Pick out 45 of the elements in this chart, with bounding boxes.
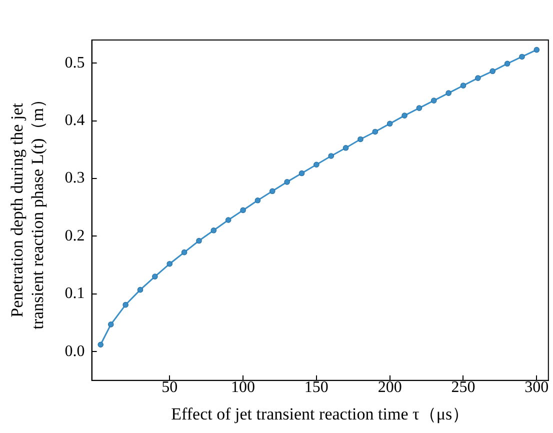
point xyxy=(225,217,232,223)
point xyxy=(196,238,202,244)
point xyxy=(137,286,144,293)
x-tick-label: 50 xyxy=(162,379,178,396)
point xyxy=(166,260,173,267)
point xyxy=(254,197,261,204)
x-tick-label: 250 xyxy=(451,379,476,396)
point xyxy=(402,112,408,118)
point xyxy=(98,342,104,348)
point xyxy=(490,68,496,74)
point xyxy=(446,90,452,96)
y-tick-label: 0.1 xyxy=(64,285,85,302)
x-tick-label: 100 xyxy=(231,379,256,396)
x-axis-title: Effect of jet transient reaction time τ（μs） xyxy=(171,404,470,424)
point xyxy=(430,98,437,104)
point xyxy=(504,60,510,67)
y-tick-label: 0.4 xyxy=(64,112,85,129)
point xyxy=(475,75,481,81)
point xyxy=(416,105,422,111)
point xyxy=(181,249,188,256)
point xyxy=(298,170,305,176)
point xyxy=(358,136,364,142)
point xyxy=(108,322,114,328)
point xyxy=(269,188,276,194)
y-axis-title: Penetration depth during the jet transient reaction phase L(t)（m） xyxy=(8,91,48,330)
point xyxy=(314,162,320,168)
point xyxy=(152,274,158,280)
point xyxy=(342,144,349,151)
y-tick-label: 0.3 xyxy=(64,170,85,187)
y-tick-label: 0.0 xyxy=(64,342,85,360)
point xyxy=(386,120,393,127)
point xyxy=(534,46,540,53)
y-tick-label: 0.2 xyxy=(64,227,85,244)
point xyxy=(328,153,334,159)
point xyxy=(519,54,525,60)
x-tick-label: 200 xyxy=(378,379,402,396)
point xyxy=(122,302,128,308)
x-tick-label: 300 xyxy=(524,379,549,396)
y-tick-label: 0.5 xyxy=(64,54,85,72)
point xyxy=(372,128,378,135)
x-tick-label: 150 xyxy=(304,379,328,396)
point xyxy=(460,82,466,88)
point xyxy=(240,207,246,214)
point xyxy=(210,227,217,234)
point xyxy=(284,179,290,185)
